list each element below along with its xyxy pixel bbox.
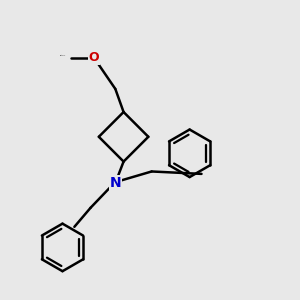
Text: O: O bbox=[88, 51, 99, 64]
Text: N: N bbox=[110, 176, 121, 190]
Text: methoxy: methoxy bbox=[60, 55, 66, 56]
